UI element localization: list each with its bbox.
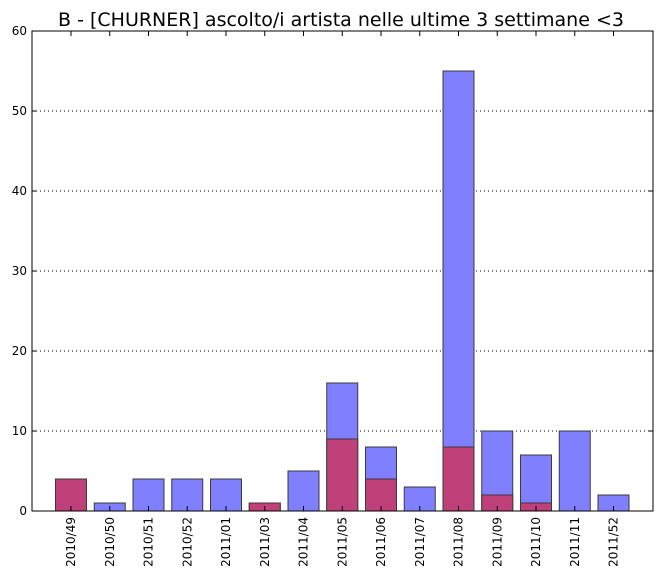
y-tick-label: 10 (12, 424, 27, 438)
bar-series-2 (365, 478, 397, 512)
x-tick-label: 2010/49 (64, 517, 78, 567)
x-tick-label: 2010/50 (103, 517, 117, 567)
x-tick-label: 2011/04 (297, 517, 311, 567)
bar-series-2 (326, 438, 359, 512)
bar-series-1 (210, 478, 242, 512)
x-tick-label: 2011/11 (568, 517, 582, 567)
y-tick-label: 40 (12, 184, 27, 198)
x-tick-label: 2011/01 (219, 517, 233, 567)
chart-title: B - [CHURNER] ascolto/i artista nelle ul… (58, 9, 624, 31)
x-tick-label: 2010/52 (180, 517, 194, 567)
bars (55, 70, 630, 512)
y-tick-label: 20 (12, 344, 27, 358)
x-tick-label: 2011/03 (258, 517, 272, 567)
x-tick-label: 2010/51 (142, 517, 156, 567)
x-ticks: 2010/49 2010/50 2010/51 2010/52 2011/01 2011/… (64, 31, 621, 567)
x-tick-label: 2011/06 (374, 517, 388, 567)
y-tick-label: 50 (12, 104, 27, 118)
bar-series-1 (558, 430, 591, 512)
y-ticks: 0 10 20 30 40 50 60 (12, 24, 653, 518)
x-tick-label: 2011/09 (490, 517, 504, 567)
y-tick-label: 30 (12, 264, 27, 278)
x-tick-label: 2011/07 (413, 517, 427, 567)
y-tick-label: 0 (19, 504, 27, 518)
bar-series-2 (442, 446, 475, 512)
x-tick-label: 2011/08 (452, 517, 466, 567)
x-tick-label: 2011/52 (607, 517, 621, 567)
bar-series-1 (442, 70, 475, 512)
bar-series-2 (55, 478, 87, 512)
y-tick-label: 60 (12, 24, 27, 38)
bar-series-1 (171, 478, 204, 512)
bar-series-1 (520, 454, 552, 512)
x-tick-label: 2011/05 (335, 517, 349, 567)
x-tick-label: 2011/10 (529, 517, 543, 567)
bar-series-1 (287, 470, 320, 512)
